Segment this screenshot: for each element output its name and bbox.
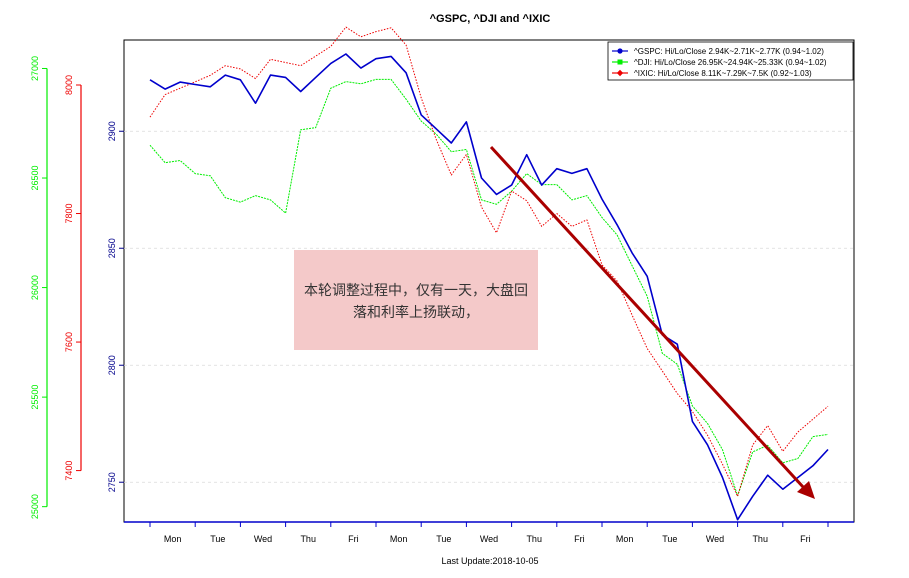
dji-tick-label: 27000 bbox=[30, 56, 40, 81]
chart-title: ^GSPC, ^DJI and ^IXIC bbox=[430, 13, 551, 25]
gspc-axis: 2750 2800 2850 2900 bbox=[107, 121, 124, 492]
x-tick-label: Tue bbox=[210, 534, 225, 544]
legend-marker-circle bbox=[617, 48, 623, 54]
x-tick-label: Fri bbox=[348, 534, 359, 544]
legend-label: ^DJI: Hi/Lo/Close 26.95K~24.94K~25.33K (… bbox=[634, 58, 827, 67]
arrow-shaft bbox=[489, 145, 806, 490]
x-tick-label: Tue bbox=[436, 534, 451, 544]
x-tick-label: Fri bbox=[800, 534, 811, 544]
dji-tick-label: 26000 bbox=[30, 275, 40, 300]
y-axes: 25000 25500 26000 26500 27000 7400 7600 7800 800… bbox=[30, 56, 124, 519]
dji-tick-label: 25500 bbox=[30, 385, 40, 410]
ixic-tick-label: 7400 bbox=[64, 461, 74, 481]
legend-marker-square bbox=[617, 59, 623, 65]
x-axis: Mon Tue Wed Thu Fri Mon Tue Wed Thu Fri Mon Tue Wed T… bbox=[124, 521, 854, 544]
dji-series-line bbox=[149, 78, 829, 497]
dji-tick-label: 25000 bbox=[30, 494, 40, 519]
gspc-tick-label: 2750 bbox=[107, 472, 117, 492]
ixic-tick-label: 8000 bbox=[64, 75, 74, 95]
gspc-tick-label: 2800 bbox=[107, 355, 117, 375]
legend-label: ^IXIC: Hi/Lo/Close 8.11K~7.29K~7.5K (0.9… bbox=[634, 69, 812, 78]
x-tick-label: Wed bbox=[480, 534, 498, 544]
ixic-axis: 7400 7600 7800 8000 bbox=[64, 75, 82, 481]
series-layer bbox=[149, 26, 829, 521]
dji-axis: 25000 25500 26000 26500 27000 bbox=[30, 56, 48, 519]
ixic-tick-label: 7600 bbox=[64, 332, 74, 352]
legend-box bbox=[607, 41, 854, 81]
ixic-tick-label: 7800 bbox=[64, 204, 74, 224]
arrow-head bbox=[797, 481, 815, 499]
legend-marker-diamond bbox=[616, 69, 624, 77]
grid-lines bbox=[124, 130, 854, 483]
x-tick-label: Wed bbox=[706, 534, 724, 544]
gspc-series-line bbox=[149, 53, 829, 521]
x-tick-label: Fri bbox=[574, 534, 585, 544]
gspc-tick-label: 2900 bbox=[107, 121, 117, 141]
x-tick-label: Wed bbox=[254, 534, 272, 544]
legend-label: ^GSPC: Hi/Lo/Close 2.94K~2.71K~2.77K (0.… bbox=[634, 47, 824, 56]
gspc-tick-label: 2850 bbox=[107, 238, 117, 258]
downtrend-arrow bbox=[489, 145, 815, 499]
x-tick-label: Thu bbox=[300, 534, 316, 544]
x-tick-label: Mon bbox=[390, 534, 408, 544]
dji-tick-label: 26500 bbox=[30, 166, 40, 191]
annotation-box: 本轮调整过程中，仅有一天，大盘回落和利率上扬联动， bbox=[294, 250, 538, 350]
x-tick-label: Mon bbox=[616, 534, 634, 544]
chart-legend: ^GSPC: Hi/Lo/Close 2.94K~2.71K~2.77K (0.… bbox=[607, 41, 854, 81]
x-tick-label: Thu bbox=[752, 534, 768, 544]
x-tick-label: Thu bbox=[526, 534, 542, 544]
x-tick-label: Tue bbox=[662, 534, 677, 544]
last-update-label: Last Update:2018-10-05 bbox=[441, 556, 538, 566]
x-tick-label: Mon bbox=[164, 534, 182, 544]
annotation-text: 本轮调整过程中，仅有一天，大盘回落和利率上扬联动， bbox=[304, 283, 528, 321]
